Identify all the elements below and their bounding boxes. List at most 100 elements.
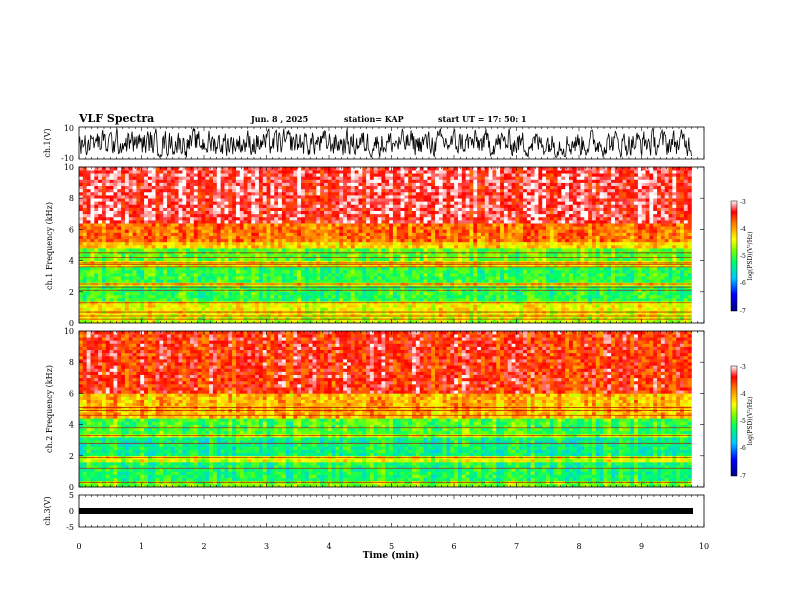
ch1-spectrogram-cell [461, 245, 466, 249]
ch1-spectrogram-cell [308, 279, 313, 283]
ch1-spectrogram-cell [105, 316, 110, 321]
ch1-spectrogram-cell [266, 294, 271, 299]
ch1-spectrogram-cell [492, 226, 497, 230]
ch1-spectrogram-cell [446, 266, 451, 271]
ch1-spectrogram-cell [446, 235, 451, 240]
ch1-spectrogram-cell [572, 245, 577, 249]
ch1-spectrogram-cell [630, 248, 635, 252]
ch1-spectrogram-cell [109, 260, 114, 265]
ch1-spectrogram-cell [565, 241, 570, 246]
ch1-spectrogram-cell [660, 298, 666, 302]
ch1-spectrogram-cell [324, 319, 329, 324]
ch1-spectrogram-cell [94, 266, 99, 271]
ch1-spectrogram-cell [167, 266, 172, 271]
ch1-spectrogram-cell [649, 291, 654, 296]
ch1-spectrogram-cell [174, 245, 179, 249]
ch1-spectrogram-cell [484, 273, 489, 277]
ch1-spectrogram-cell [396, 273, 401, 277]
ch1-spectrogram-cell [86, 307, 91, 311]
ch1-spectrogram-cell [412, 291, 417, 296]
ch1-spectrogram-cell [412, 248, 417, 252]
ch1-spectrogram-cell [680, 263, 685, 268]
ch1-spectrogram-cell [362, 260, 367, 265]
ch1-spectrogram-cell [216, 269, 221, 274]
ch1-spectrogram-cell [278, 294, 283, 299]
ch1-spectrogram-cell [136, 279, 141, 283]
ch1-spectrogram-cell [243, 319, 248, 324]
ch1-spectrogram-cell [197, 254, 202, 258]
ch1-spectrogram-cell [653, 257, 658, 261]
ch1-spectrogram-cell [534, 248, 539, 252]
ch1-spectrogram-cell [174, 263, 179, 268]
ch1-spectrogram-cell [159, 316, 164, 321]
ch1-spectrogram-cell [457, 260, 463, 265]
ch1-spectrogram-cell [584, 241, 589, 246]
ch1-spectrogram-cell [132, 316, 137, 321]
ch1-spectrogram-cell [683, 307, 688, 311]
ch1-spectrogram-cell [297, 260, 302, 265]
ch1-spectrogram-cell [454, 257, 459, 261]
ch1-spectrogram-cell [136, 276, 141, 280]
ch1-spectrogram-cell [591, 245, 597, 249]
ch1-spectrogram-cell [147, 273, 153, 277]
ch1-spectrogram-cell [178, 307, 183, 311]
ch1-spectrogram-cell [331, 304, 336, 308]
ch1-spectrogram-cell [668, 257, 673, 261]
ch1-spectrogram-cell [415, 245, 421, 249]
ch1-spectrogram-cell [611, 298, 616, 302]
ch1-spectrogram-cell [622, 257, 627, 261]
ch1-spectrogram-cell [580, 229, 585, 233]
ch1-spectrogram-cell [369, 257, 375, 261]
ch1-spectrogram-cell [197, 294, 202, 299]
ch1-spectrogram-cell [308, 248, 313, 252]
ch1-spectrogram-cell [105, 298, 110, 302]
ch1-spectrogram-cell [101, 276, 107, 280]
ch1-spectrogram-cell [584, 226, 589, 230]
ch1-spectrogram-cell [216, 316, 221, 321]
ch1-spectrogram-cell [576, 316, 581, 321]
ch1-spectrogram-cell [680, 266, 685, 271]
ch1-spectrogram-cell [285, 294, 290, 299]
ch1-spectrogram-cell [660, 257, 666, 261]
ch1-spectrogram-cell [335, 254, 340, 258]
ch1-spectrogram-cell [140, 235, 145, 240]
ch1-spectrogram-cell [538, 238, 543, 243]
ch1-spectrogram-cell [565, 260, 570, 265]
ch1-spectrogram-cell [465, 260, 470, 265]
ch1-spectrogram-cell [614, 241, 620, 246]
ch1-spectrogram-cell [297, 316, 302, 321]
ch1-spectrogram-cell [216, 307, 221, 311]
ch1-spectrogram-cell [618, 304, 623, 308]
ch1-spectrogram-cell [454, 294, 459, 299]
ch1-spectrogram-cell [186, 260, 191, 265]
ch1-spectrogram-cell [132, 257, 137, 261]
ch1-spectrogram-cell [117, 263, 122, 268]
ch1-spectrogram-cell [473, 279, 478, 283]
ch1-spectrogram-cell [243, 232, 248, 236]
ch1-spectrogram-cell [385, 226, 390, 230]
ch1-spectrogram-cell [316, 276, 321, 280]
ch1-spectrogram-cell [607, 266, 612, 271]
ch1-spectrogram-cell [324, 232, 329, 236]
ch1-spectrogram-cell [576, 276, 581, 280]
ch1-spectrogram-cell [626, 269, 631, 274]
ch1-spectrogram-cell [419, 238, 424, 243]
ch1-spectrogram-cell [128, 263, 133, 268]
ch1-spectrogram-cell [128, 319, 133, 324]
ch1-spectrogram-cell [534, 313, 539, 318]
ch1-spectrogram-cell [121, 232, 126, 236]
ch1-spectrogram-cell [469, 263, 474, 268]
ch1-spectrogram-cell [144, 248, 149, 252]
ch1-spectrogram-cell [132, 307, 137, 311]
ch1-spectrogram-cell [377, 266, 382, 271]
ch1-spectrogram-cell [630, 316, 635, 321]
ch1-spectrogram-cell [124, 254, 130, 258]
ch1-spectrogram-cell [132, 294, 137, 299]
ch1-spectrogram-cell [542, 254, 547, 258]
ch1-spectrogram-cell [369, 304, 375, 308]
ch1-spectrogram-cell [228, 254, 233, 258]
ch1-spectrogram-cell [427, 291, 432, 296]
ch1-spectrogram-cell [109, 313, 114, 318]
ch1-spectrogram-cell [607, 276, 612, 280]
ch1-spectrogram-cell [507, 304, 512, 308]
